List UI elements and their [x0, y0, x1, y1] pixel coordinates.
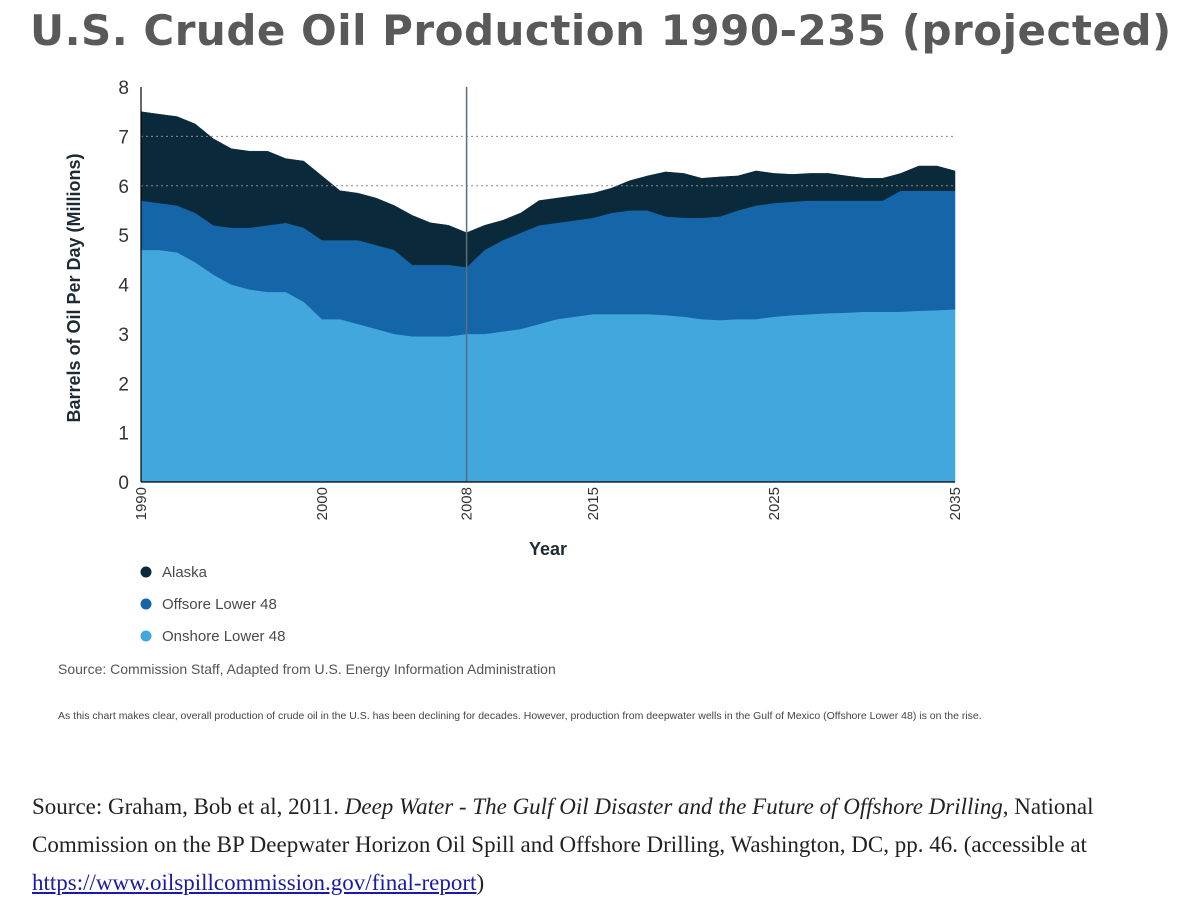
x-tick-label: 2025: [766, 487, 783, 520]
y-axis-label: Barrels of Oil Per Day (Millions): [64, 153, 84, 422]
x-tick-label: 2008: [459, 487, 476, 520]
area-alaska: [140, 111, 956, 268]
x-tick-label: 2000: [314, 487, 331, 520]
legend-label: Offsore Lower 48: [162, 596, 277, 613]
x-tick-label: 2035: [947, 487, 964, 520]
chart-areas: [140, 111, 956, 483]
chart-gridlines: [141, 135, 955, 187]
y-tick-label: 6: [118, 177, 129, 198]
y-tick-label: 5: [118, 226, 129, 247]
chart-legend: Alaska Offsore Lower 48 Onshore Lower 48: [140, 564, 285, 645]
y-tick-label: 4: [118, 276, 129, 297]
y-tick-label: 7: [118, 127, 129, 148]
citation: Source: Graham, Bob et al, 2011. Deep Wa…: [32, 788, 1182, 902]
y-tick-label: 3: [118, 325, 129, 346]
x-tick-labels: 1990 2000 2008 2015 2025 2035: [133, 487, 964, 520]
citation-book-title: Deep Water - The Gulf Oil Disaster and t…: [344, 794, 1003, 819]
chart-source-note: Source: Commission Staff, Adapted from U…: [58, 661, 556, 677]
y-tick-label: 8: [118, 78, 129, 99]
x-tick-label: 2015: [585, 487, 602, 520]
legend-swatch: [140, 566, 152, 578]
x-axis-label: Year: [529, 539, 567, 559]
chart-caption: As this chart makes clear, overall produ…: [58, 710, 982, 722]
legend-swatch: [140, 598, 152, 610]
y-tick-labels: 0 1 2 3 4 5 6 7 8: [118, 78, 129, 494]
y-tick-label: 1: [118, 424, 129, 445]
citation-prefix: Source: Graham, Bob et al, 2011.: [32, 794, 345, 819]
page-title: U.S. Crude Oil Production 1990-235 (proj…: [30, 6, 1172, 55]
citation-suffix: ): [476, 870, 485, 895]
citation-rest: , National Commission on the BP Deepwate…: [32, 794, 1094, 857]
x-tick-label: 1990: [133, 487, 150, 520]
legend-swatch: [140, 630, 152, 642]
legend-label: Alaska: [162, 564, 208, 581]
y-tick-label: 0: [118, 473, 129, 494]
legend-label: Onshore Lower 48: [162, 628, 285, 645]
citation-link[interactable]: https://www.oilspillcommission.gov/final…: [32, 870, 477, 895]
y-tick-label: 2: [118, 374, 129, 395]
